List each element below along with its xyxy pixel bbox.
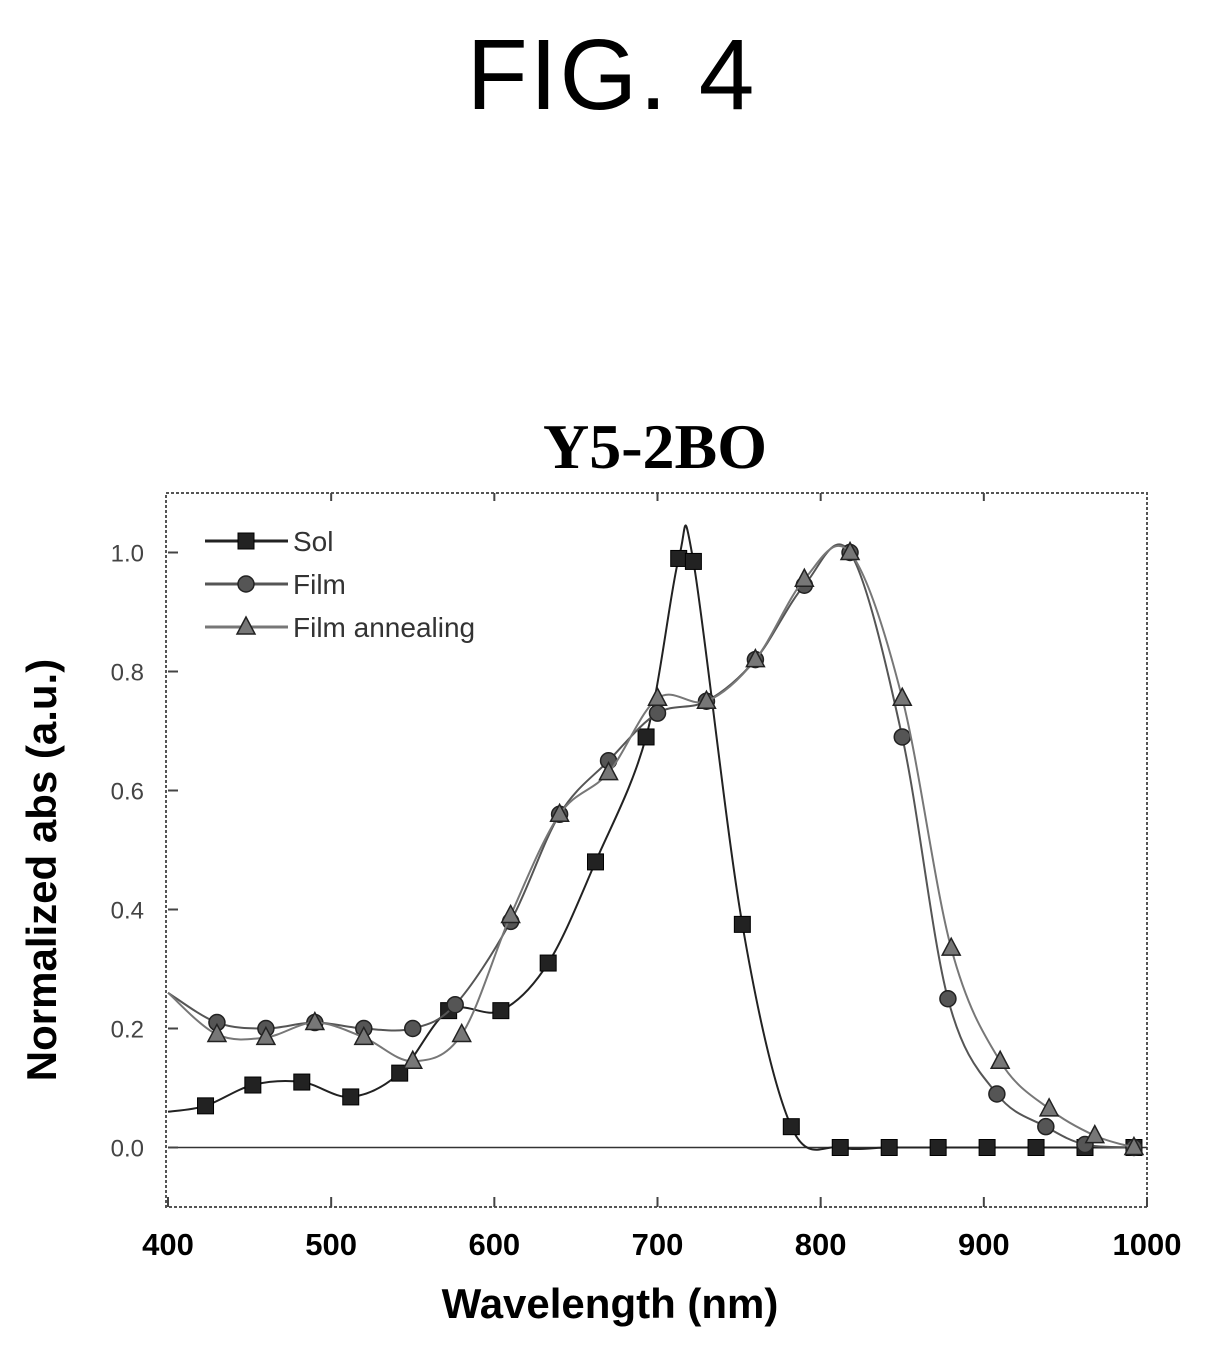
legend: Sol Film Film annealing — [205, 526, 475, 643]
legend-item-film: Film — [205, 569, 346, 600]
x-axis-label: Wavelength (nm) — [442, 1280, 779, 1327]
y-tick-label: 0.0 — [111, 1136, 144, 1163]
data-point-sol — [831, 1139, 849, 1156]
y-tick-label: 0.2 — [111, 1017, 144, 1044]
data-point-film-annealing — [892, 686, 913, 707]
x-tick-label: 500 — [305, 1227, 357, 1262]
data-point-sol — [244, 1076, 262, 1094]
data-point-film-annealing — [989, 1049, 1011, 1069]
legend-marker-circle — [237, 575, 255, 593]
data-point-film — [939, 990, 957, 1008]
chart-title: Y5-2BO — [543, 411, 767, 482]
data-point-film-annealing — [255, 1025, 277, 1046]
data-point-sol — [342, 1088, 360, 1106]
data-point-film — [988, 1085, 1006, 1103]
data-point-film — [404, 1019, 422, 1038]
data-point-sol — [586, 853, 604, 871]
data-point-film-annealing — [451, 1022, 472, 1043]
data-point-film-annealing — [647, 686, 668, 707]
data-point-sol — [637, 728, 655, 746]
data-point-sol — [670, 549, 688, 567]
legend-marker-triangle — [235, 615, 257, 635]
y-tick-label: 0.8 — [111, 660, 144, 687]
data-point-film-annealing — [549, 802, 570, 823]
legend-item-sol: Sol — [205, 526, 333, 557]
data-point-film-annealing — [1084, 1123, 1106, 1144]
x-tick-label: 800 — [795, 1227, 847, 1262]
x-tick-label: 600 — [468, 1227, 520, 1262]
data-point-sol — [1027, 1139, 1045, 1156]
axis-ticks — [167, 493, 1148, 1207]
data-point-film-annealing — [1123, 1135, 1145, 1156]
legend-marker-square — [237, 532, 255, 550]
data-point-sol — [978, 1139, 996, 1156]
series-layer — [167, 524, 1145, 1157]
x-tick-label: 1000 — [1113, 1227, 1182, 1262]
data-point-film — [648, 704, 667, 722]
legend-label: Sol — [293, 526, 333, 557]
figure-label: FIG. 4 — [466, 19, 757, 131]
data-point-film-annealing — [696, 689, 717, 709]
data-point-sol — [197, 1097, 215, 1115]
y-axis-label: Normalized abs (a.u.) — [18, 659, 65, 1081]
data-point-sol — [539, 954, 557, 972]
y-tick-label: 1.0 — [111, 541, 144, 568]
data-point-sol — [929, 1139, 947, 1156]
data-point-film — [446, 995, 464, 1014]
data-point-sol — [293, 1073, 311, 1091]
legend-label: Film — [293, 569, 346, 600]
series-line-film-annealing — [167, 544, 1135, 1149]
data-point-sol — [733, 915, 751, 933]
data-point-film-annealing — [304, 1010, 326, 1031]
series-sol — [167, 524, 1143, 1156]
data-point-sol — [492, 1002, 510, 1020]
data-point-film-annealing — [353, 1025, 375, 1046]
series-film-annealing — [167, 540, 1145, 1156]
x-tick-label: 900 — [958, 1227, 1010, 1262]
data-point-film-annealing — [1038, 1097, 1060, 1117]
y-tick-label: 0.4 — [111, 898, 144, 925]
x-tick-label: 400 — [142, 1227, 194, 1262]
data-point-film-annealing — [206, 1022, 228, 1043]
data-point-film-annealing — [500, 903, 521, 924]
data-point-film-annealing — [794, 567, 815, 588]
data-point-sol — [391, 1064, 409, 1082]
data-point-film — [893, 728, 911, 746]
data-point-sol — [782, 1118, 800, 1136]
legend-item-film-annealing: Film annealing — [205, 612, 475, 643]
axis-tick-labels: 400 500 600 700 800 900 1000 0.0 0.2 0.4 0.6 0.8 1.0 — [111, 541, 1182, 1263]
data-point-film-annealing — [402, 1049, 423, 1069]
data-point-film-annealing — [598, 761, 619, 781]
data-point-film-annealing — [745, 647, 766, 668]
data-point-sol — [684, 552, 702, 570]
data-point-sol — [880, 1139, 898, 1156]
legend-label: Film annealing — [293, 612, 475, 643]
data-point-film — [1037, 1117, 1055, 1136]
x-tick-label: 700 — [632, 1227, 684, 1262]
data-point-film-annealing — [940, 936, 962, 956]
y-tick-label: 0.6 — [111, 779, 144, 806]
data-point-film-annealing — [839, 540, 861, 561]
